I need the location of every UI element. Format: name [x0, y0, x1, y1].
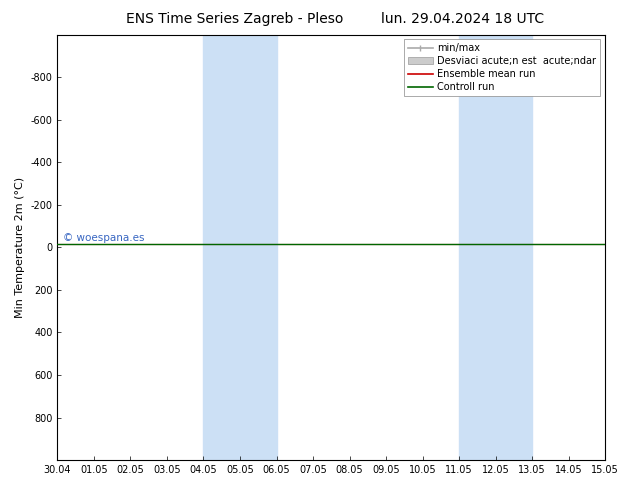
Text: ENS Time Series Zagreb - Pleso: ENS Time Series Zagreb - Pleso	[126, 12, 343, 26]
Bar	[459, 35, 532, 460]
Y-axis label: Min Temperature 2m (°C): Min Temperature 2m (°C)	[15, 177, 25, 318]
Bar	[204, 35, 276, 460]
Text: lun. 29.04.2024 18 UTC: lun. 29.04.2024 18 UTC	[381, 12, 545, 26]
Legend: min/max, Desviaci acute;n est  acute;ndar, Ensemble mean run, Controll run: min/max, Desviaci acute;n est acute;ndar…	[404, 40, 600, 96]
Text: © woespana.es: © woespana.es	[63, 233, 145, 243]
